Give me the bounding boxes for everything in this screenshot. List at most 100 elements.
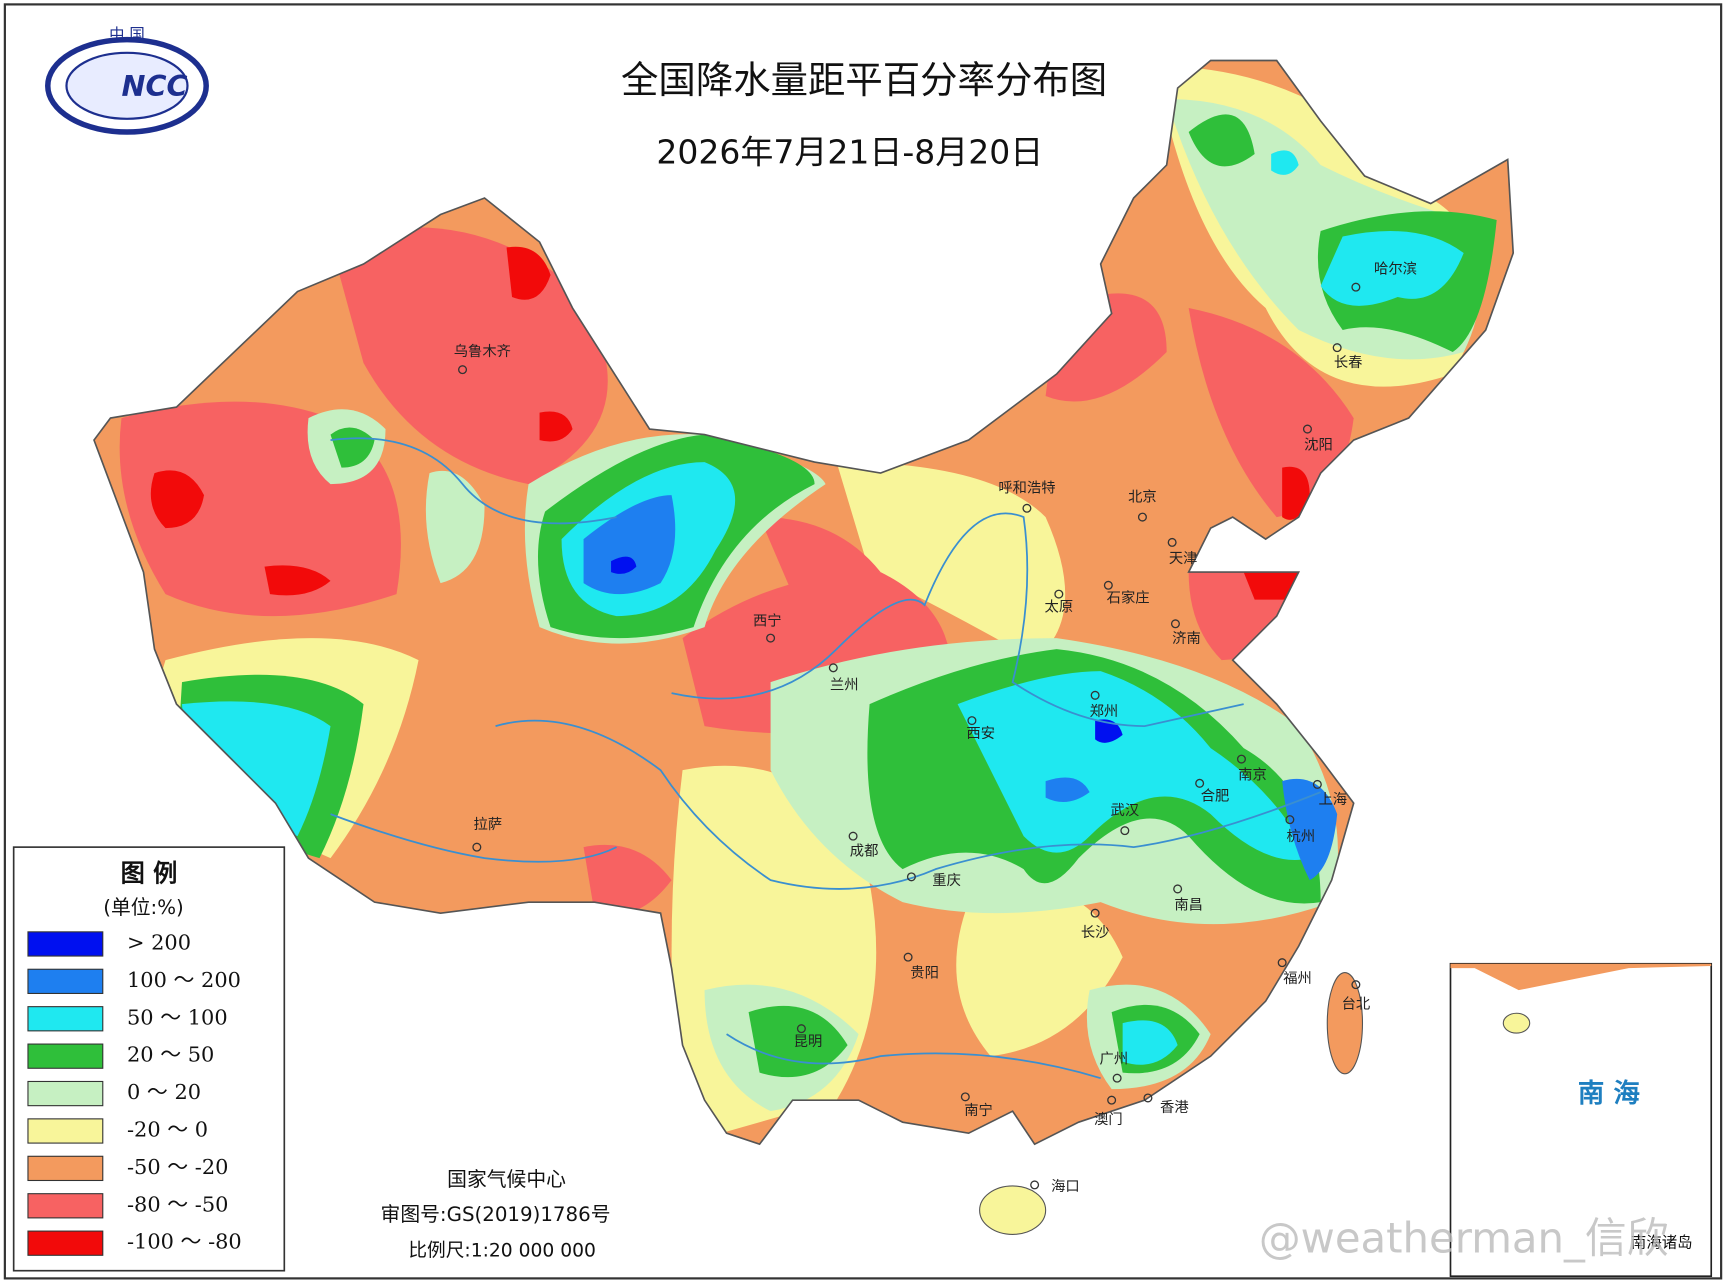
city-label: 武汉 (1111, 802, 1140, 819)
city-marker (1302, 424, 1312, 434)
city-marker (796, 1024, 806, 1034)
anomaly-region (181, 701, 331, 837)
legend-label: -20 ～ 0 (127, 1117, 208, 1141)
taiwan (1326, 972, 1364, 1075)
anomaly-region (1188, 114, 1255, 167)
city-label: 济南 (1172, 630, 1201, 647)
city-label: 香港 (1160, 1099, 1189, 1116)
city-marker (1170, 619, 1180, 629)
city-label: 长春 (1334, 354, 1363, 371)
legend-label: -50 ～ -20 (127, 1155, 228, 1179)
legend-label: -100 ～ -80 (127, 1230, 242, 1254)
anomaly-region (1282, 466, 1310, 520)
city-marker (1195, 778, 1205, 788)
city-marker (1173, 884, 1183, 894)
city-marker (967, 716, 977, 726)
city-marker (960, 1092, 970, 1102)
anomaly-region (539, 411, 573, 442)
city-marker (766, 633, 776, 643)
logo: 中 国 NCC (45, 26, 209, 135)
city-label: 昆明 (794, 1034, 823, 1050)
rivers (330, 437, 1321, 1080)
city-label: 台北 (1342, 995, 1371, 1012)
anomaly-region (264, 565, 331, 596)
map-subtitle: 2026年7月21日-8月20日 (656, 133, 1043, 172)
legend-label: -80 ～ -50 (127, 1192, 228, 1216)
legend-swatch (27, 931, 104, 957)
anomaly-region (506, 246, 551, 300)
footer-org: 国家气候中心 (447, 1168, 566, 1191)
anomaly-region (1045, 777, 1090, 803)
city-label: 北京 (1128, 488, 1157, 505)
city-label: 天津 (1169, 550, 1198, 567)
city-marker (1312, 779, 1322, 789)
city-marker (1277, 958, 1287, 968)
city-label: 太原 (1045, 598, 1074, 615)
inset-caption: 南海诸岛 (1631, 1234, 1693, 1252)
city-marker (1351, 980, 1361, 990)
anomaly-region (956, 888, 1123, 1057)
legend-label: 0 ～ 20 (127, 1080, 201, 1104)
city-marker (1107, 1095, 1117, 1105)
city-marker (1030, 1180, 1040, 1190)
legend-swatch (27, 1230, 104, 1256)
city-label: 贵阳 (910, 965, 939, 982)
city-marker (848, 831, 858, 841)
legend: 图 例 (单位:%) > 200 100 ～ 200 50 ～ 100 20 ～ 50… (12, 846, 286, 1272)
anomaly-region (836, 462, 1066, 661)
legend-title: 图 例 (121, 860, 178, 888)
anomaly-region (1320, 231, 1464, 306)
legend-swatch (27, 1080, 104, 1107)
footer-scale: 比例尺:1:20 000 000 (408, 1240, 596, 1261)
legend-label: 50 ～ 100 (127, 1005, 228, 1029)
footer-approval: 审图号:GS(2019)1786号 (381, 1203, 611, 1226)
legend-swatch (27, 1006, 104, 1032)
city-marker (1137, 512, 1147, 522)
city-marker (1054, 589, 1064, 599)
city-label: 福州 (1283, 970, 1312, 987)
city-label: 杭州 (1287, 828, 1316, 845)
city-marker (1143, 1093, 1153, 1103)
city-label: 沈阳 (1304, 437, 1333, 454)
anomaly-region (1282, 778, 1338, 881)
legend-label: 100 ～ 200 (127, 968, 241, 992)
legend-label: > 200 (127, 930, 191, 954)
city-label: 重庆 (932, 872, 961, 889)
city-label: 兰州 (830, 676, 859, 693)
city-marker (1022, 503, 1032, 513)
hainan (979, 1185, 1047, 1235)
legend-swatch (27, 1193, 104, 1219)
city-marker (1332, 343, 1342, 353)
legend-label: 20 ～ 50 (127, 1043, 214, 1067)
city-marker (906, 872, 916, 882)
city-marker (1167, 537, 1177, 547)
anomaly-region (759, 517, 881, 595)
city-marker (1236, 754, 1246, 764)
anomaly-region (611, 556, 637, 574)
city-marker (458, 365, 468, 375)
city-label: 西安 (966, 725, 995, 742)
anomaly-region (583, 495, 676, 595)
legend-unit: (单位:%) (103, 896, 184, 919)
watermark: @weatherman_信欣 (1259, 1213, 1669, 1262)
city-marker (1120, 826, 1130, 836)
city-label: 海口 (1051, 1178, 1080, 1195)
city-marker (903, 952, 913, 962)
anomaly-region (957, 671, 1310, 860)
city-label: 石家庄 (1107, 588, 1150, 606)
city-marker (472, 842, 482, 852)
city-label: 成都 (850, 843, 879, 860)
city-label: 广州 (1100, 1050, 1129, 1067)
inset: 南 海 南海诸岛 (1449, 962, 1713, 1278)
legend-swatch (27, 1043, 104, 1069)
city-marker (1112, 1073, 1122, 1083)
logo-name: NCC (122, 69, 188, 103)
city-label: 合肥 (1201, 788, 1230, 805)
city-marker (828, 663, 838, 673)
city-marker (1090, 690, 1100, 700)
city-label: 长沙 (1081, 924, 1110, 941)
anomaly-region (425, 470, 485, 584)
city-marker (1351, 282, 1361, 292)
